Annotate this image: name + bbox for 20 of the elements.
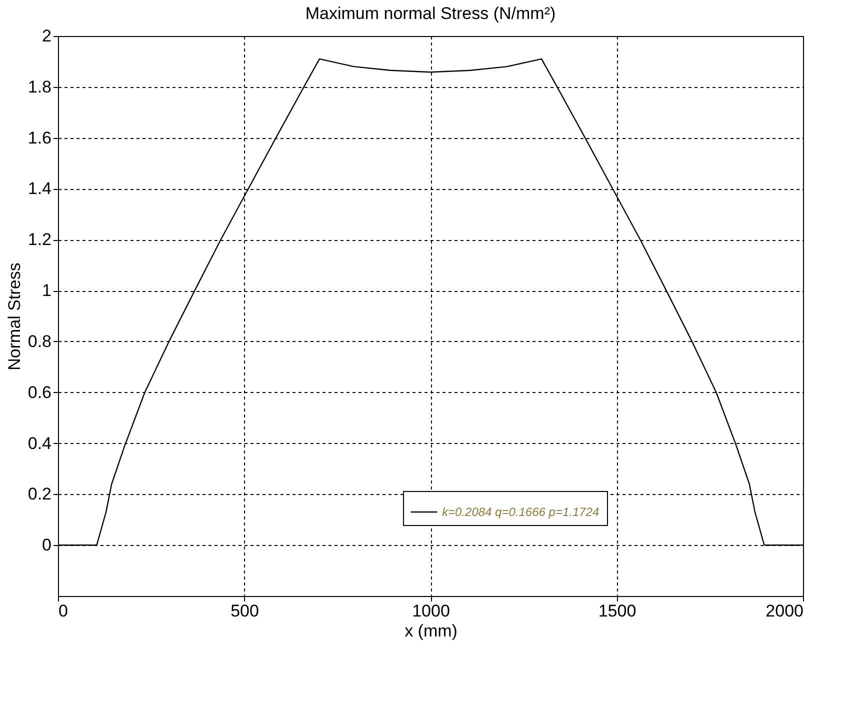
y-tick-label: 0	[42, 536, 52, 555]
y-tick-label: 0.8	[28, 332, 52, 351]
y-tick-label: 1.2	[28, 230, 52, 250]
y-tick-label: 2	[42, 26, 52, 46]
x-tick-label: 1500	[598, 602, 636, 620]
y-tick-label: 1.6	[28, 128, 52, 148]
y-tick-label: 0.2	[28, 484, 52, 504]
x-axis-title: x (mm)	[404, 622, 458, 640]
y-tick-label: 1	[42, 281, 52, 300]
y-tick-label: 1.8	[28, 77, 52, 96]
y-tick-label: 1.4	[28, 179, 52, 198]
y-tick-label: 0.6	[28, 382, 52, 402]
legend-label: k=0.2084 q=0.1666 p=1.1724	[442, 505, 600, 519]
x-tick-label: 0	[58, 602, 68, 620]
x-tick-label: 1000	[412, 602, 450, 620]
x-tick-label: 500	[230, 602, 259, 620]
chart-title: Maximum normal Stress (N/mm²)	[305, 4, 556, 23]
y-tick-label: 0.4	[28, 434, 52, 453]
x-tick-label: 2000	[766, 602, 804, 620]
y-axis-title: Normal Stress	[4, 262, 24, 370]
